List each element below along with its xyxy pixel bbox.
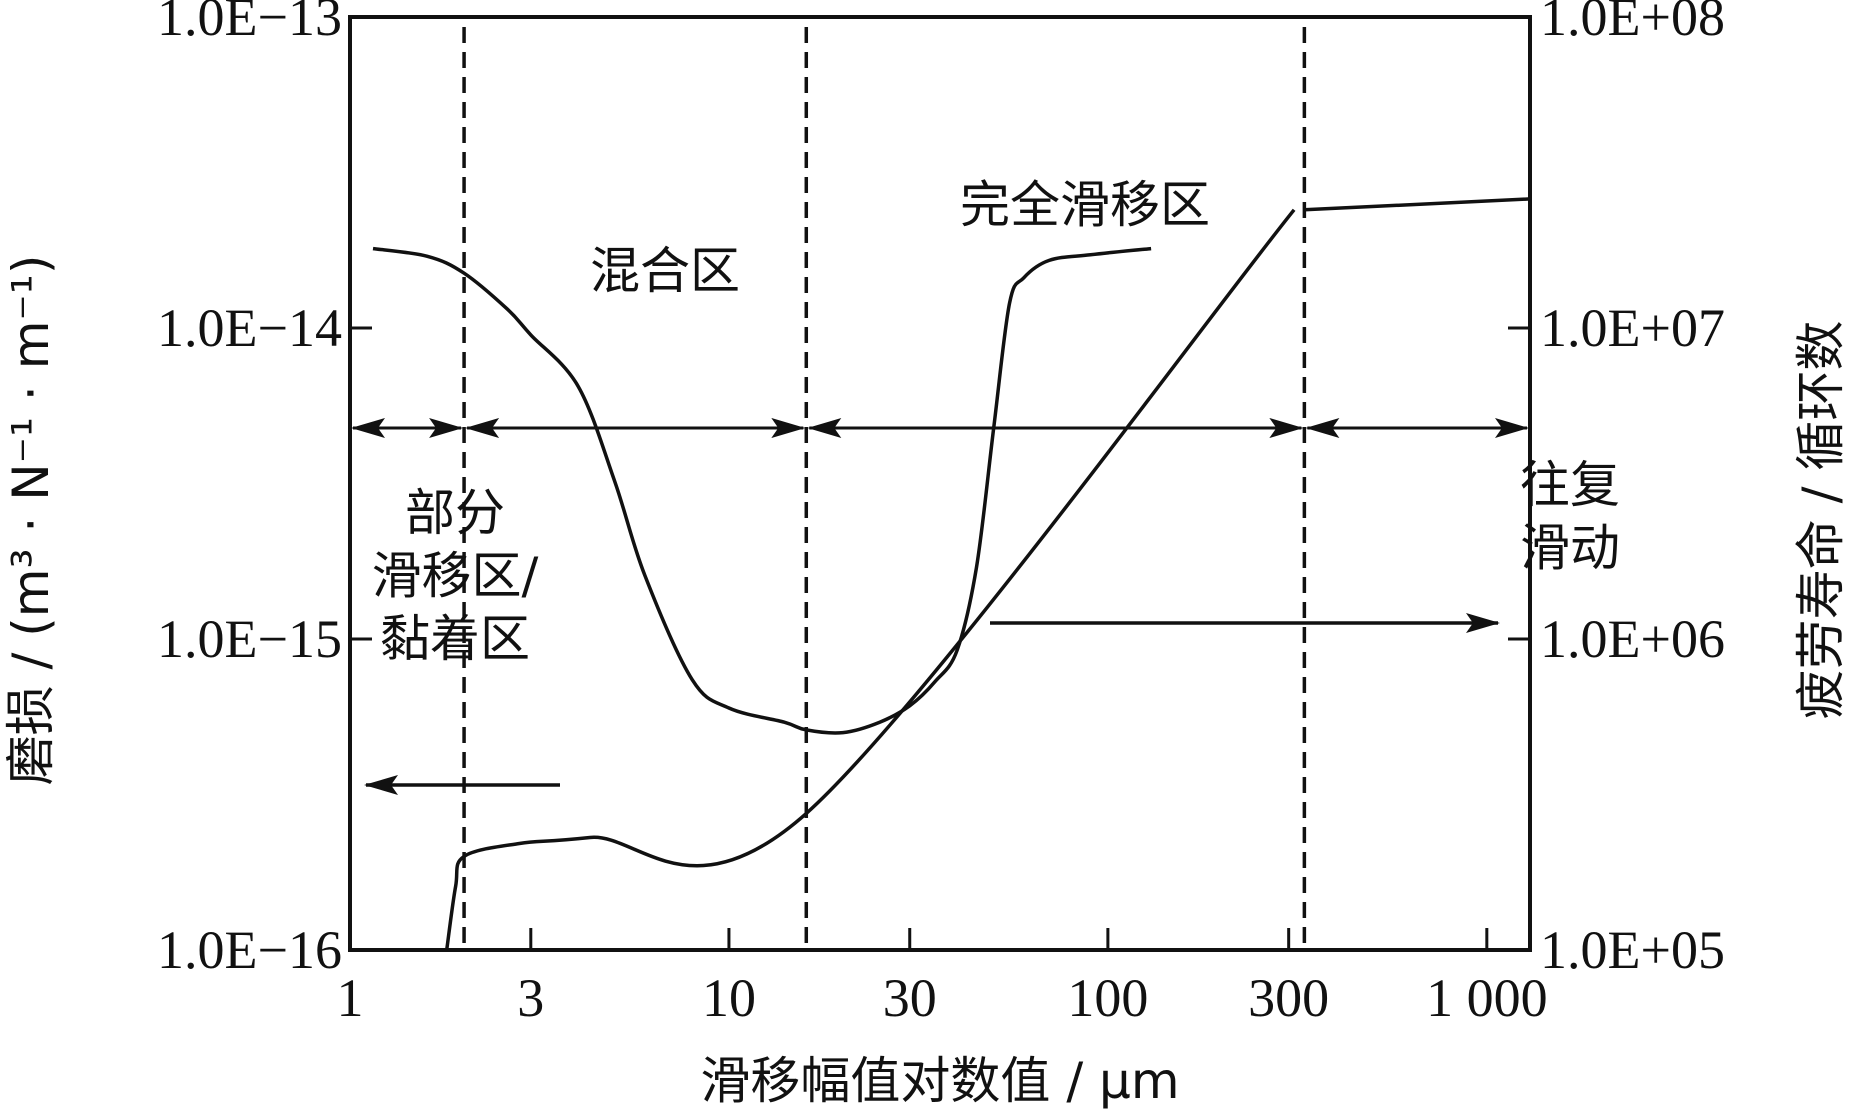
region-label: 部分	[405, 484, 505, 542]
y-left-axis-ticks: 1.0E−16 1.0E−15 1.0E−14 1.0E−13	[157, 0, 372, 980]
region-label: 完全滑移区	[960, 176, 1210, 234]
y-right-tick-label: 1.0E+07	[1540, 298, 1725, 358]
region-label: 黏着区	[380, 610, 530, 668]
y-right-tick-label: 1.0E+06	[1540, 609, 1725, 669]
x-tick-label: 300	[1248, 968, 1329, 1028]
x-tick-label: 30	[883, 968, 937, 1028]
y-left-tick-label: 1.0E−16	[157, 920, 342, 980]
x-axis-title: 滑移幅值对数值 / μm	[700, 1052, 1179, 1110]
wear-curve	[1304, 197, 1531, 212]
region-boundaries	[462, 27, 1307, 948]
axis-pointer-arrows	[364, 613, 1500, 795]
x-tick-label: 1	[337, 968, 364, 1028]
y-left-axis-title: 磨损 / (m³ · N⁻¹ · m⁻¹)	[2, 255, 60, 786]
data-series	[372, 197, 1531, 951]
x-tick-label: 1 000	[1426, 968, 1548, 1028]
x-axis-ticks: 1 3 10 30 100 300 1 000	[337, 928, 1548, 1028]
wear-curve	[444, 208, 1296, 951]
region-label: 滑移区/	[372, 547, 539, 605]
y-right-tick-label: 1.0E+05	[1540, 920, 1725, 980]
x-tick-label: 3	[517, 968, 544, 1028]
y-right-axis-ticks: 1.0E+05 1.0E+06 1.0E+07 1.0E+08	[1508, 0, 1725, 980]
fatigue-life-curve	[372, 246, 1152, 735]
region-label: 滑动	[1520, 519, 1620, 577]
plot-frame	[348, 15, 1532, 952]
y-left-tick-label: 1.0E−14	[157, 298, 342, 358]
x-tick-label: 10	[702, 968, 756, 1028]
x-tick-label: 100	[1067, 968, 1148, 1028]
region-label: 往复	[1520, 456, 1620, 514]
y-right-axis-title: 疲劳寿命 / 循环数	[1792, 321, 1850, 720]
y-left-tick-label: 1.0E−15	[157, 609, 342, 669]
y-right-tick-label: 1.0E+08	[1540, 0, 1725, 47]
region-label: 混合区	[590, 242, 740, 300]
y-left-tick-label: 1.0E−13	[157, 0, 342, 47]
